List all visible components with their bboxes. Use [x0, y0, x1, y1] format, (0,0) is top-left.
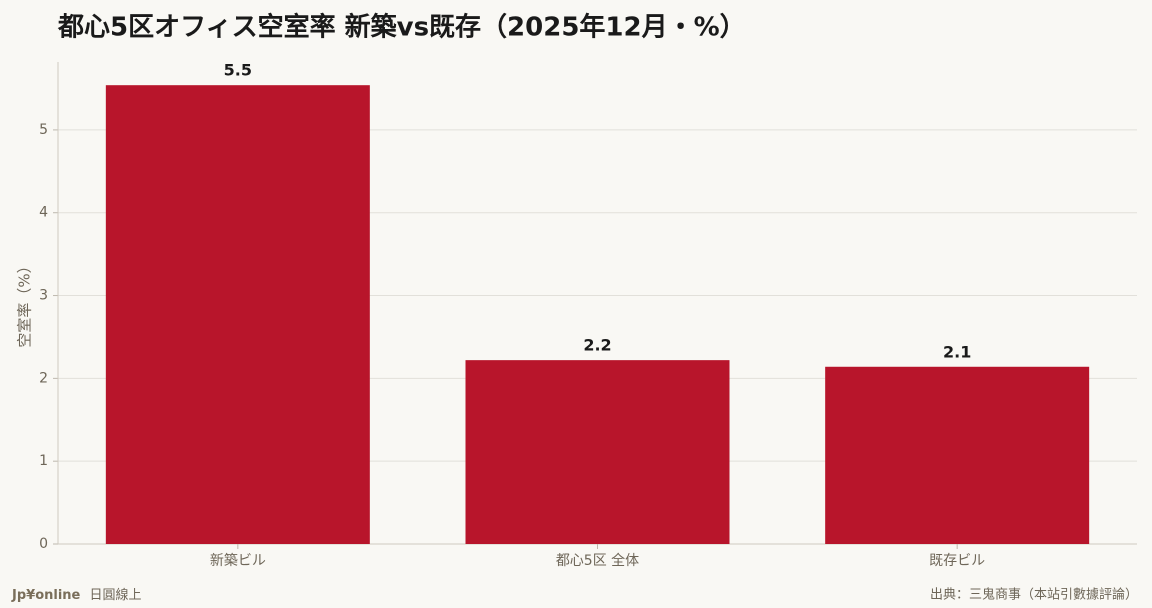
y-tick-label: 1 — [39, 453, 48, 469]
brand-sub: 日圓線上 — [90, 587, 142, 603]
bar — [825, 366, 1090, 544]
value-label: 5.5 — [224, 61, 252, 80]
x-tick-label: 都心5区 全体 — [556, 552, 639, 569]
y-axis-label: 空室率（%） — [16, 258, 34, 347]
bar — [465, 360, 730, 544]
x-tick-label: 既存ビル — [929, 553, 985, 569]
y-tick-label: 2 — [39, 370, 48, 386]
footer-brand: Jp¥online 日圓線上 — [11, 587, 142, 603]
bar — [105, 85, 370, 545]
y-tick-label: 0 — [39, 536, 48, 552]
y-tick-label: 4 — [39, 205, 48, 221]
source-note: 出典：三鬼商事（本站引數據評論） — [930, 587, 1138, 603]
value-label: 2.2 — [583, 336, 611, 355]
y-tick-label: 5 — [39, 122, 48, 138]
y-tick-label: 3 — [39, 288, 48, 304]
value-label: 2.1 — [943, 342, 971, 361]
x-tick-label: 新築ビル — [210, 553, 266, 569]
chart-title: 都心5区オフィス空室率 新築vs既存（2025年12月・%） — [57, 12, 746, 43]
brand: Jp¥online — [11, 588, 81, 603]
